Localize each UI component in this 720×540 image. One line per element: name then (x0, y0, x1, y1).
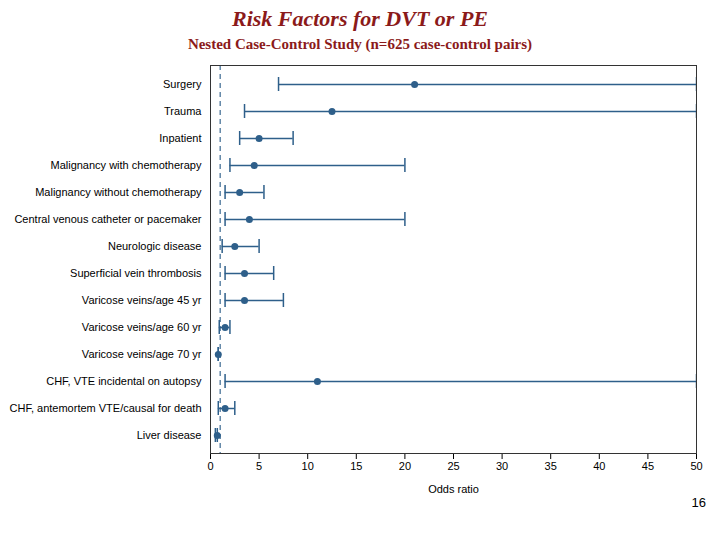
html-text:Risk Factors for DVT or PE: Risk Factors for DVT or PE (232, 6, 488, 31)
svg-text:15: 15 (350, 460, 362, 472)
svg-text:Liver disease: Liver disease (137, 429, 202, 441)
svg-text:Varicose veins/age 70 yr: Varicose veins/age 70 yr (82, 348, 202, 360)
svg-text:Malignancy with chemotherapy: Malignancy with chemotherapy (50, 159, 202, 171)
svg-text:25: 25 (447, 460, 459, 472)
svg-text:Varicose veins/age 45 yr: Varicose veins/age 45 yr (82, 294, 202, 306)
html-text:Nested Case-Control Study (n=6: Nested Case-Control Study (n=625 case-co… (187, 36, 533, 52)
svg-text:Inpatient: Inpatient (159, 132, 201, 144)
svg-text:10: 10 (302, 460, 314, 472)
svg-text:0: 0 (207, 460, 213, 472)
html-text:16: 16 (691, 495, 706, 510)
svg-text:Malignancy without chemotherap: Malignancy without chemotherapy (35, 186, 202, 198)
svg-text:Surgery: Surgery (163, 78, 202, 90)
svg-text:30: 30 (496, 460, 508, 472)
svg-text:Trauma: Trauma (164, 105, 202, 117)
svg-text:Neurologic disease: Neurologic disease (108, 240, 202, 252)
svg-text:20: 20 (399, 460, 411, 472)
svg-text:Varicose veins/age 60 yr: Varicose veins/age 60 yr (82, 321, 202, 333)
svg-text:CHF, antemortem VTE/causal for: CHF, antemortem VTE/causal for death (10, 402, 202, 414)
svg-text:50: 50 (690, 460, 702, 472)
svg-text:45: 45 (642, 460, 654, 472)
svg-text:Central venous catheter or pac: Central venous catheter or pacemaker (14, 213, 201, 225)
svg-text:40: 40 (593, 460, 605, 472)
svg-text:Superficial vein thrombosis: Superficial vein thrombosis (70, 267, 202, 279)
svg-text:35: 35 (545, 460, 557, 472)
svg-text:CHF, VTE incidental on autopsy: CHF, VTE incidental on autopsy (46, 375, 202, 387)
svg-text:Odds ratio: Odds ratio (428, 483, 479, 495)
svg-text:5: 5 (256, 460, 262, 472)
